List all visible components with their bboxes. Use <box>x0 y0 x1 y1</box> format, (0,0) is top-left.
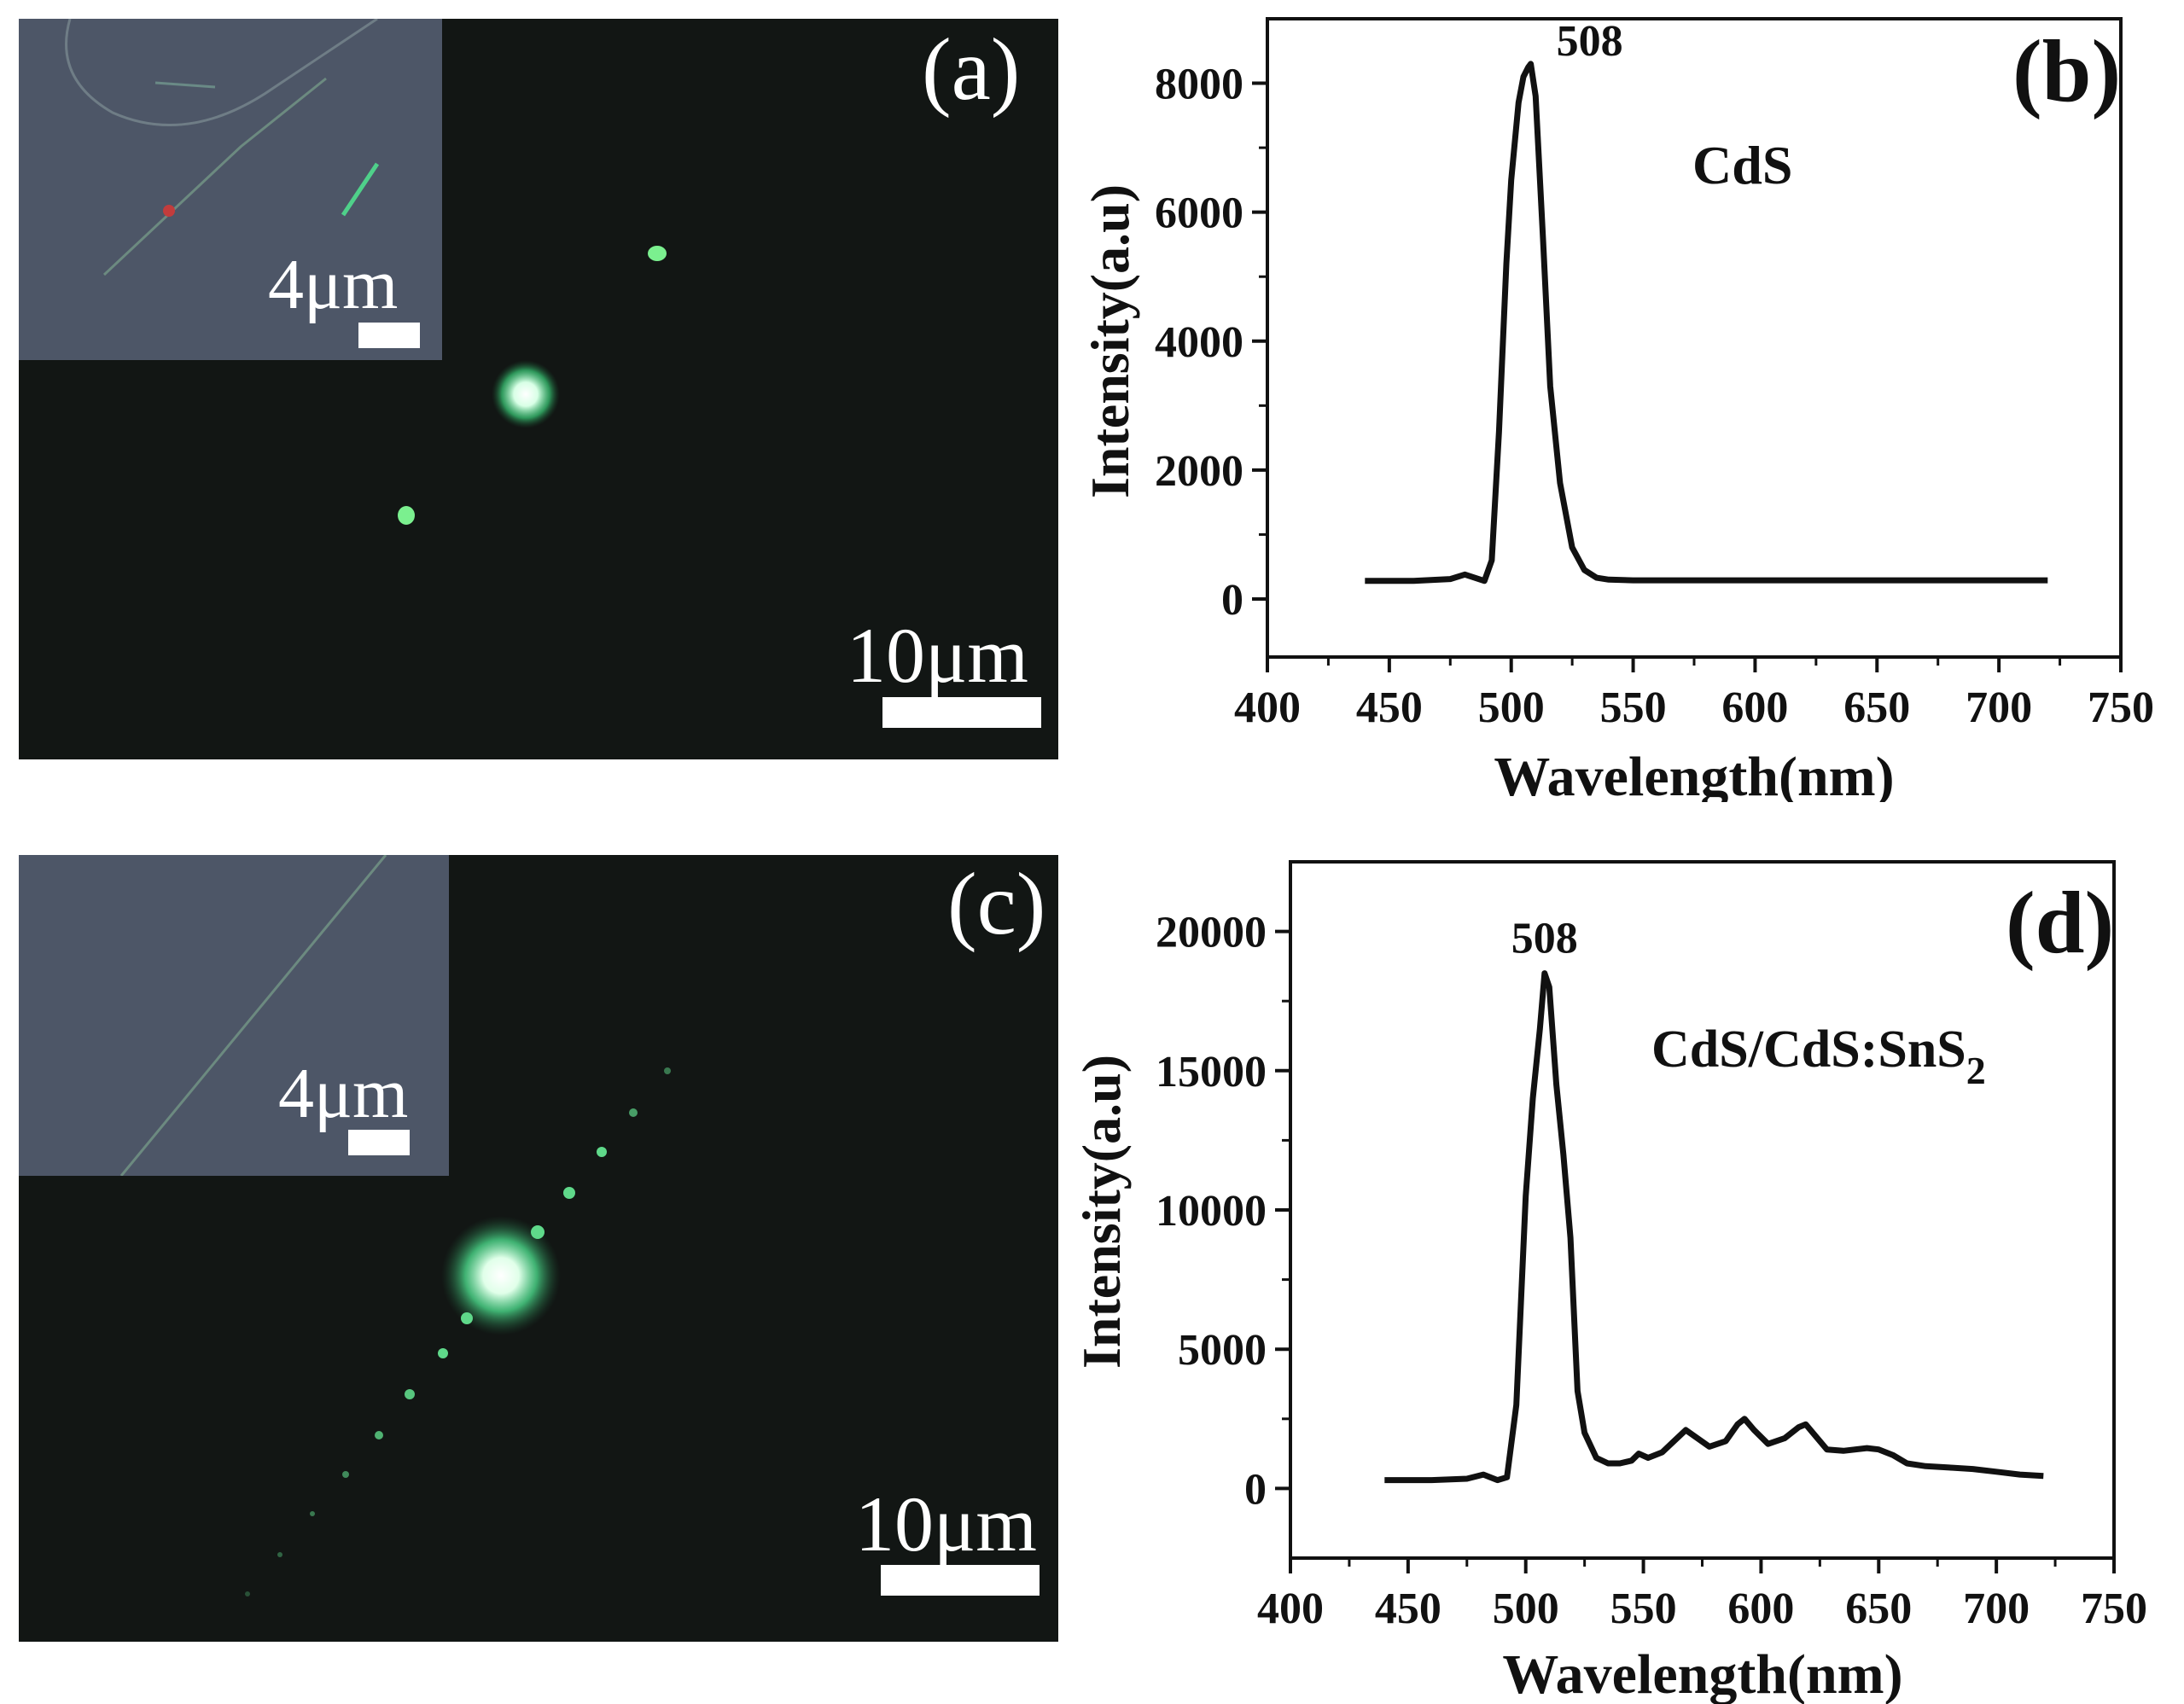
x-tick-label: 450 <box>1356 683 1423 732</box>
plot-frame <box>1266 17 2123 659</box>
y-tick-label: 15000 <box>1156 1048 1267 1096</box>
peak-label-d: 508 <box>1511 915 1578 963</box>
inset-scale-bar-c <box>348 1130 410 1155</box>
series-line <box>1365 61 2048 584</box>
micrograph-a-features <box>398 246 667 525</box>
y-axis-label: Intensity(a.u) <box>1080 184 1140 498</box>
inset-scale-label-a: 4μm <box>268 245 399 324</box>
inset-scale-bar-a <box>358 323 420 348</box>
y-tick-label: 8000 <box>1155 61 1243 109</box>
x-tick-label: 700 <box>1966 683 2032 732</box>
x-tick-label: 650 <box>1845 1585 1912 1633</box>
y-tick-label: 20000 <box>1156 909 1267 957</box>
y-tick-label: 0 <box>1221 576 1243 625</box>
scale-label-c: 10μm <box>855 1480 1037 1567</box>
y-tick-label: 2000 <box>1155 447 1243 496</box>
panel-label-a: (a) <box>922 20 1021 119</box>
x-tick-label: 400 <box>1257 1585 1324 1633</box>
y-tick-label: 4000 <box>1155 318 1243 367</box>
material-label-d-subscript: 2 <box>1966 1049 1986 1092</box>
x-axis-ticks: 400 450 500 550 600 650 700 750 <box>1234 657 2154 732</box>
emission-spot-center <box>441 1216 561 1335</box>
emission-spot-end-2 <box>398 506 415 525</box>
material-label-d-main: CdS/CdS:SnS <box>1651 1021 1966 1079</box>
y-tick-label: 10000 <box>1156 1187 1267 1236</box>
waveguide-emission-dots <box>245 1067 671 1596</box>
x-tick-label: 650 <box>1843 683 1910 732</box>
material-label-b: CdS <box>1692 135 1792 195</box>
x-axis-label: Wavelength(nm) <box>1502 1643 1902 1704</box>
y-tick-label: 5000 <box>1178 1326 1267 1375</box>
x-tick-label: 400 <box>1234 683 1301 732</box>
scale-label-a: 10μm <box>847 612 1028 699</box>
plot-frame <box>1289 860 2116 1560</box>
inset-c-wire <box>119 855 387 1176</box>
panel-label-b: (b) <box>2012 22 2121 120</box>
inset-a-wires <box>65 19 380 276</box>
x-tick-label: 600 <box>1727 1585 1794 1633</box>
scale-bar-c <box>881 1565 1040 1596</box>
micrograph-c: 4μm (c) 10μm <box>19 855 1058 1642</box>
scale-bar-a <box>882 697 1041 728</box>
y-axis-label: Intensity(a.u) <box>1071 1055 1132 1369</box>
material-label-d: CdS/CdS:SnS2 <box>1651 1021 1986 1092</box>
x-tick-label: 700 <box>1963 1585 2030 1633</box>
spectrum-chart-b: 400 450 500 550 600 650 700 750 0 2000 4000 6000 80… <box>1080 17 2154 802</box>
y-tick-label: 0 <box>1244 1465 1267 1514</box>
x-tick-label: 750 <box>2088 683 2154 732</box>
x-axis-label: Wavelength(nm) <box>1494 746 1894 802</box>
y-axis-ticks: 0 2000 4000 6000 8000 <box>1155 61 1267 625</box>
y-tick-label: 6000 <box>1155 189 1243 238</box>
spectrum-chart-d: 400 450 500 550 600 650 700 750 0 5000 10000 15000… <box>1071 860 2147 1704</box>
x-axis-ticks: 400 450 500 550 600 650 700 750 <box>1257 1558 2147 1633</box>
x-tick-label: 600 <box>1721 683 1788 732</box>
y-axis-ticks: 0 5000 10000 15000 20000 <box>1156 909 1290 1514</box>
x-tick-label: 550 <box>1610 1585 1677 1633</box>
emission-spot-center <box>492 360 560 428</box>
micrograph-c-features <box>245 1067 671 1596</box>
emission-spot-end-1 <box>648 246 667 261</box>
panel-label-c: (c) <box>947 855 1046 953</box>
x-tick-label: 550 <box>1600 683 1667 732</box>
x-tick-label: 750 <box>2081 1585 2147 1633</box>
x-tick-label: 500 <box>1493 1585 1559 1633</box>
panel-label-d: (d) <box>2006 874 2114 972</box>
series-line <box>1384 970 2044 1484</box>
x-tick-label: 500 <box>1478 683 1545 732</box>
x-tick-label: 450 <box>1375 1585 1441 1633</box>
inset-optical-image-a: 4μm <box>19 19 442 360</box>
peak-label-b: 508 <box>1557 17 1623 66</box>
inset-optical-image-c: 4μm <box>19 855 449 1176</box>
micrograph-a: 4μm (a) 10μm <box>19 19 1058 759</box>
inset-scale-label-c: 4μm <box>278 1054 409 1133</box>
